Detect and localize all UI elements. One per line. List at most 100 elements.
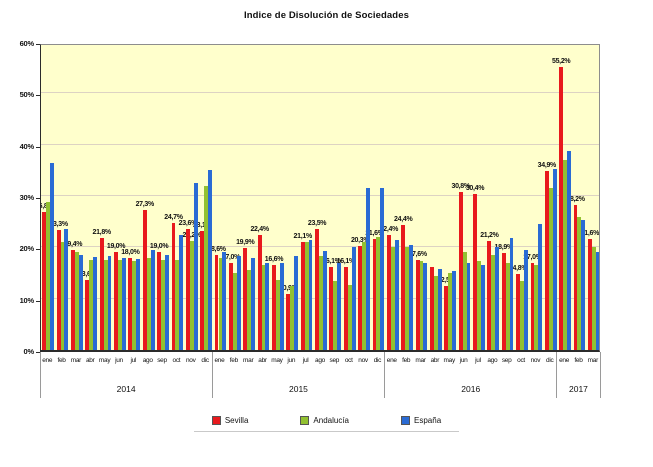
data-label-sevilla: 16,1% xyxy=(322,258,341,266)
bar-sevilla xyxy=(228,262,233,350)
gridline xyxy=(41,195,599,196)
bar-sevilla xyxy=(157,252,162,350)
bar-andalucia xyxy=(319,256,323,350)
legend-label-espana: España xyxy=(414,416,442,425)
bar-espana xyxy=(222,252,227,350)
bar-andalucia xyxy=(103,260,108,350)
bar-espana xyxy=(337,262,342,350)
bar-sevilla xyxy=(99,238,104,350)
bar-sevilla xyxy=(200,231,205,350)
bar-andalucia xyxy=(577,216,582,350)
data-label-sevilla: 21,8% xyxy=(92,229,111,237)
bar-espana xyxy=(351,247,356,350)
bar-andalucia xyxy=(462,252,467,350)
month-label: abr xyxy=(85,357,95,364)
month-label: mar xyxy=(243,357,254,364)
bar-sevilla xyxy=(214,254,219,350)
bar-andalucia xyxy=(548,188,553,350)
bar-andalucia xyxy=(476,261,481,350)
bar-andalucia xyxy=(261,265,266,350)
bar-espana xyxy=(164,255,169,350)
month-label: ene xyxy=(42,357,53,364)
month-label: jul xyxy=(130,357,137,364)
bar-espana xyxy=(279,262,284,350)
bar-sevilla xyxy=(372,239,377,350)
bar-sevilla xyxy=(42,212,47,350)
bar-sevilla xyxy=(114,252,118,350)
bar-andalucia xyxy=(46,202,51,350)
bar-andalucia xyxy=(520,280,524,350)
month-label: abr xyxy=(430,357,440,364)
data-label-sevilla: 14,8% xyxy=(508,265,528,273)
data-label-sevilla: 20,3% xyxy=(350,236,370,244)
y-axis-tick-label: 30% xyxy=(19,193,35,202)
plot-area: 26,8%23,3%19,4%13,6%21,8%19,0%18,0%27,3%… xyxy=(40,44,600,352)
month-label: oct xyxy=(517,357,525,364)
data-label-sevilla: 18,0% xyxy=(121,248,140,256)
bar-espana xyxy=(509,238,514,350)
y-axis-tick xyxy=(36,198,40,199)
data-label-sevilla: 24,4% xyxy=(394,215,413,223)
month-label: mar xyxy=(415,357,426,364)
bar-sevilla xyxy=(286,294,291,350)
bar-espana xyxy=(193,183,198,350)
data-label-sevilla: 21,1% xyxy=(293,232,313,240)
bar-espana xyxy=(495,247,500,350)
bar-andalucia xyxy=(448,273,453,350)
bar-sevilla xyxy=(386,235,391,350)
legend-swatch-espana xyxy=(401,416,411,425)
bar-sevilla xyxy=(487,241,492,350)
bar-sevilla xyxy=(142,209,147,350)
legend-item-andalucia: Andalucía xyxy=(300,416,349,425)
data-label-sevilla: 12,5% xyxy=(437,276,456,284)
bar-andalucia xyxy=(232,273,237,350)
bar-espana xyxy=(294,255,299,350)
bar-andalucia xyxy=(362,242,366,350)
bar-espana xyxy=(552,168,557,350)
year-separator xyxy=(384,352,386,398)
bar-sevilla xyxy=(429,266,434,350)
month-label: nov xyxy=(358,357,368,364)
bar-sevilla xyxy=(56,230,61,350)
bar-espana xyxy=(308,239,313,350)
data-label-sevilla: 23,3% xyxy=(49,221,68,229)
data-label-sevilla: 22,4% xyxy=(250,226,269,234)
bar-espana xyxy=(208,170,212,350)
bar-andalucia xyxy=(304,242,309,350)
month-label: may xyxy=(443,357,456,364)
bar-sevilla xyxy=(444,285,449,350)
bar-sevilla xyxy=(587,239,592,350)
bar-sevilla xyxy=(185,228,190,350)
bar-andalucia xyxy=(534,265,539,350)
month-label: feb xyxy=(229,357,238,364)
month-label: jun xyxy=(459,357,468,364)
y-axis-tick xyxy=(36,352,40,353)
bar-andalucia xyxy=(247,269,252,350)
year-separator xyxy=(556,352,558,398)
data-label-sevilla: 18,6% xyxy=(207,245,226,253)
data-label-sevilla: 21,6% xyxy=(365,230,384,238)
data-label-sevilla: 21,2% xyxy=(480,232,499,240)
month-label: dic xyxy=(201,357,209,364)
data-label-sevilla: 28,2% xyxy=(566,196,585,204)
bar-sevilla xyxy=(85,280,90,350)
bar-espana xyxy=(380,188,385,350)
bar-andalucia xyxy=(60,242,65,350)
bar-espana xyxy=(595,252,599,350)
bar-espana xyxy=(567,150,571,350)
month-label: oct xyxy=(172,357,181,364)
bar-andalucia xyxy=(491,255,496,350)
legend-box: Sevilla Andalucía España xyxy=(193,412,460,432)
bar-andalucia xyxy=(591,247,596,350)
month-label: jun xyxy=(115,357,123,364)
year-separator xyxy=(40,352,41,398)
legend-label-andalucia: Andalucía xyxy=(313,416,350,425)
bar-andalucia xyxy=(189,241,194,350)
bar-andalucia xyxy=(376,237,381,350)
gridline xyxy=(41,92,599,94)
bar-espana xyxy=(538,224,543,350)
month-label: ago xyxy=(315,357,325,364)
bar-andalucia xyxy=(275,280,280,350)
legend-label-sevilla: Sevilla xyxy=(224,416,249,425)
